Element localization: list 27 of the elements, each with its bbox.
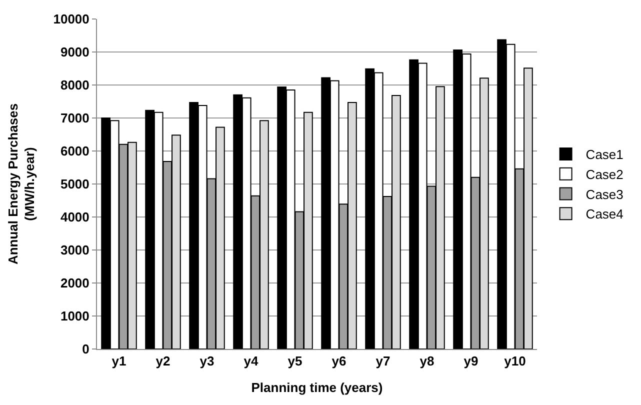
y-tick-label: 9000 xyxy=(60,44,90,60)
y-tick-label: 5000 xyxy=(60,176,90,192)
y-tick-label: 0 xyxy=(82,342,90,357)
x-tick-label: y2 xyxy=(156,354,170,369)
legend-label: Case1 xyxy=(586,147,624,162)
legend-label: Case3 xyxy=(586,186,624,202)
x-tick-label: y4 xyxy=(244,354,259,369)
x-tick-label: y9 xyxy=(464,354,478,369)
y-tick-label: 3000 xyxy=(60,242,90,258)
x-tick-label: y10 xyxy=(504,354,526,369)
y-tick-label: 10000 xyxy=(53,12,90,27)
y-tick-label: 6000 xyxy=(60,144,90,159)
x-tick-label: y3 xyxy=(200,354,214,369)
y-tick-label: 1000 xyxy=(60,308,90,324)
x-tick-label: y6 xyxy=(332,354,346,369)
x-tick-label: y7 xyxy=(376,354,390,369)
legend-label: Case2 xyxy=(586,166,624,182)
y-axis-title: Annual Energy Purchases (MW/h.year) xyxy=(5,103,38,265)
x-axis-title: Planning time (years) xyxy=(251,380,383,396)
x-tick-label: y1 xyxy=(112,354,126,369)
x-tick-label: y8 xyxy=(420,354,434,369)
y-tick-label: 7000 xyxy=(60,110,90,126)
y-tick-label: 4000 xyxy=(60,210,90,225)
y-tick-label: 8000 xyxy=(60,78,90,93)
x-tick-label: y5 xyxy=(288,354,302,369)
y-tick-label: 2000 xyxy=(60,276,90,291)
legend-label: Case4 xyxy=(586,206,624,222)
